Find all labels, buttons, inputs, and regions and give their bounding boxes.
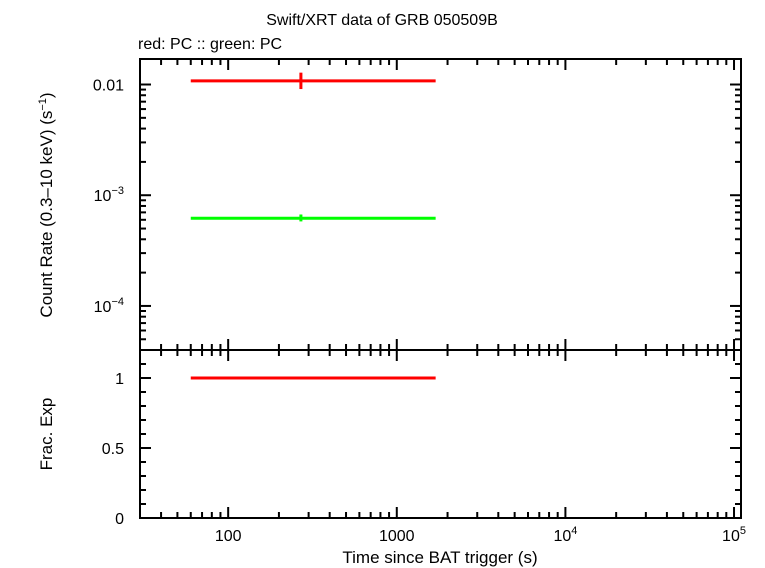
y-tick-label: 0 [115,511,124,528]
rate-y-axis-label: Count Rate (0.3–10 keV) (s−1) [37,92,56,317]
rate-panel: Count Rate (0.3–10 keV) (s−1) 0.01 10−3 10… [37,58,742,351]
chart-title: Swift/XRT data of GRB 050509B [266,12,498,29]
x-axis-label: Time since BAT trigger (s) [342,548,537,567]
x-tick-label: 100 [215,528,242,545]
x-tick-label: 1000 [379,528,415,545]
x-tick-label: 104 [553,525,577,545]
exposure-panel: Frac. Exp 0 0.5 1 [37,349,742,528]
y-tick-label: 0.01 [93,78,124,95]
rate-panel-frame [139,58,742,351]
y-tick-label: 10−4 [94,296,124,316]
exposure-y-axis-label: Frac. Exp [37,398,56,471]
chart-subtitle: red: PC :: green: PC [138,36,282,53]
x-tick-label: 105 [722,525,746,545]
y-tick-label: 0.5 [102,441,124,458]
y-tick-label: 1 [115,371,124,388]
y-tick-label: 10−3 [94,185,124,205]
exposure-panel-frame [139,349,742,519]
